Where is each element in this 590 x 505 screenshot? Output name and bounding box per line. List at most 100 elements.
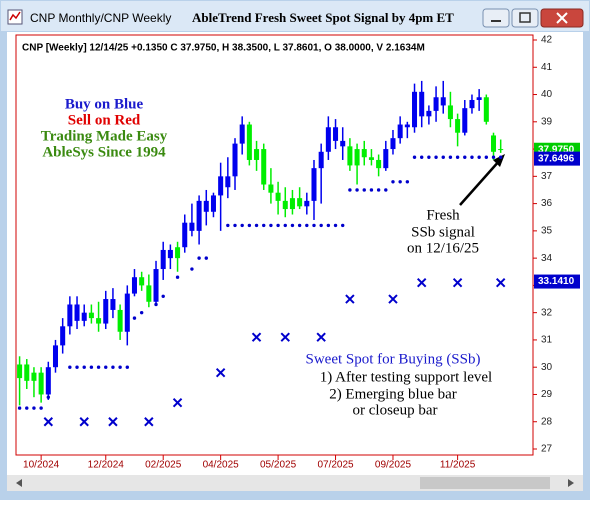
stop-dot — [484, 155, 489, 159]
candle-body — [103, 299, 109, 324]
signal-x — [144, 417, 154, 427]
candle-body — [297, 198, 303, 207]
candle-body — [304, 200, 310, 207]
candle-body — [160, 249, 166, 270]
stop-dot — [46, 395, 51, 399]
candle-body — [447, 105, 453, 120]
candle-body — [124, 293, 130, 332]
y-tick-label: 40 — [541, 89, 553, 100]
stop-dot — [25, 406, 29, 410]
stop-dot — [369, 188, 374, 192]
stop-dot — [384, 188, 388, 192]
stop-dot — [441, 155, 445, 159]
candle-body — [131, 277, 137, 294]
annotation: or closeup bar — [353, 402, 438, 418]
stop-dot — [376, 188, 381, 192]
x-tick-label: 07/2025 — [317, 460, 354, 471]
stop-dot — [333, 223, 338, 228]
stop-dot — [391, 180, 395, 184]
stop-dot — [104, 365, 108, 369]
scroll-thumb[interactable] — [420, 477, 550, 489]
candle-body — [239, 124, 245, 144]
x-tick-label: 12/2024 — [88, 460, 125, 471]
y-tick-label: 30 — [541, 362, 553, 373]
signal-x — [43, 417, 54, 427]
candle-body — [390, 138, 396, 150]
candle-body — [469, 99, 475, 109]
stop-dot — [491, 155, 496, 159]
stop-dot — [470, 155, 474, 159]
candles — [17, 80, 506, 427]
candle-body — [311, 168, 317, 201]
annotation: Fresh — [426, 207, 460, 223]
signal-x — [345, 294, 355, 304]
x-tick-label: 02/2025 — [145, 460, 182, 471]
stop-dot — [455, 155, 460, 159]
annotation: on 12/16/25 — [407, 240, 479, 256]
close-glyph — [556, 12, 568, 24]
stop-dot — [154, 302, 158, 307]
candle-body — [139, 277, 145, 286]
stop-dot — [434, 155, 438, 159]
candle-body — [347, 146, 353, 166]
stop-dot — [175, 275, 180, 279]
candle-body — [404, 124, 410, 128]
stop-dot — [355, 188, 359, 192]
candle-body — [275, 192, 281, 201]
y-tick-label: 36 — [541, 198, 553, 209]
y-tick-label: 39 — [541, 116, 553, 127]
maximize-glyph — [519, 12, 531, 23]
maximize-button[interactable] — [511, 8, 539, 28]
stop-dot — [269, 223, 273, 228]
price-label-box — [534, 274, 580, 289]
candle-body — [52, 345, 59, 368]
price-label: 37.6496 — [538, 153, 575, 164]
signal-x — [416, 277, 427, 288]
stop-dot — [17, 406, 22, 410]
stop-dot — [132, 316, 137, 320]
x-tick-label: 09/2025 — [375, 460, 412, 471]
candle-body — [96, 318, 102, 324]
candle-body — [88, 312, 94, 319]
stop-dot — [161, 294, 165, 299]
candle-body — [17, 364, 23, 379]
candle-body — [419, 91, 425, 117]
y-tick-label: 34 — [541, 253, 553, 264]
signal-x — [79, 417, 89, 427]
candle-body — [354, 149, 360, 166]
candle-body — [361, 149, 367, 158]
y-tick-label: 28 — [541, 416, 553, 427]
y-tick-label: 42 — [541, 35, 553, 46]
candle-body — [196, 200, 202, 231]
stop-dot — [283, 223, 287, 228]
candle-body — [325, 127, 331, 152]
stop-dot — [240, 223, 244, 228]
candle-body — [210, 195, 216, 212]
y-tick-label: 31 — [541, 335, 553, 346]
candle-body — [175, 247, 181, 259]
signal-x — [495, 277, 506, 288]
annotation: SSb signal — [411, 224, 475, 240]
y-tick-label: 41 — [541, 62, 553, 73]
stop-dot — [463, 155, 467, 159]
stop-dot — [405, 180, 410, 184]
candle-body — [153, 269, 159, 302]
candle-body — [397, 124, 403, 139]
stop-dot — [319, 223, 323, 228]
price-label: 37.9750 — [538, 144, 575, 155]
stop-dot — [75, 365, 79, 369]
stop-dot — [39, 406, 43, 410]
candle-body — [368, 157, 374, 160]
annotation: Sweet Spot for Buying (SSb) — [305, 351, 480, 367]
signal-x — [388, 294, 398, 304]
stop-dot — [348, 188, 352, 192]
stop-dot — [341, 223, 345, 228]
stop-dot — [111, 365, 115, 369]
signal-x — [251, 332, 262, 342]
minimize-button[interactable] — [482, 8, 510, 28]
candle-body — [490, 135, 497, 152]
candle-body — [254, 149, 260, 160]
candle-body — [24, 364, 30, 381]
candle-body — [455, 119, 461, 133]
annotation: Buy on Blue — [65, 96, 144, 112]
